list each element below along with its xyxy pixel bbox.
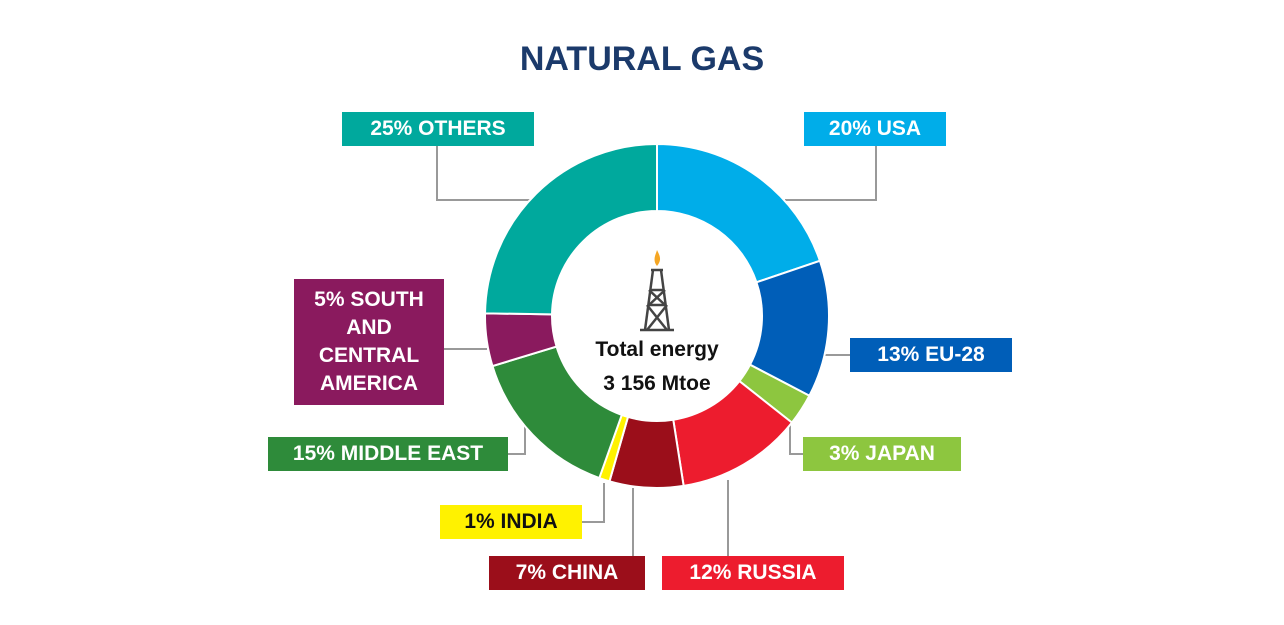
chart-title: NATURAL GAS xyxy=(519,40,765,78)
slice-label: 25% OTHERS xyxy=(342,112,534,146)
slice-label: 3% JAPAN xyxy=(803,437,961,471)
center-value: 3 156 Mtoe xyxy=(603,372,711,395)
slice-label: 15% MIDDLE EAST xyxy=(268,437,508,471)
slice xyxy=(491,345,624,480)
slice xyxy=(484,142,658,316)
slice xyxy=(656,142,822,284)
center-label: Total energy xyxy=(595,338,719,361)
slice-label: 7% CHINA xyxy=(489,556,645,590)
slice-label: 1% INDIA xyxy=(440,505,582,539)
derrick-icon xyxy=(640,250,674,332)
leader-lines xyxy=(436,146,877,556)
slice-label: 13% EU-28 xyxy=(850,338,1012,372)
slice-label: 5% SOUTH AND CENTRAL AMERICA xyxy=(294,279,444,405)
slice-label: 20% USA xyxy=(804,112,946,146)
slice-label: 12% RUSSIA xyxy=(662,556,844,590)
